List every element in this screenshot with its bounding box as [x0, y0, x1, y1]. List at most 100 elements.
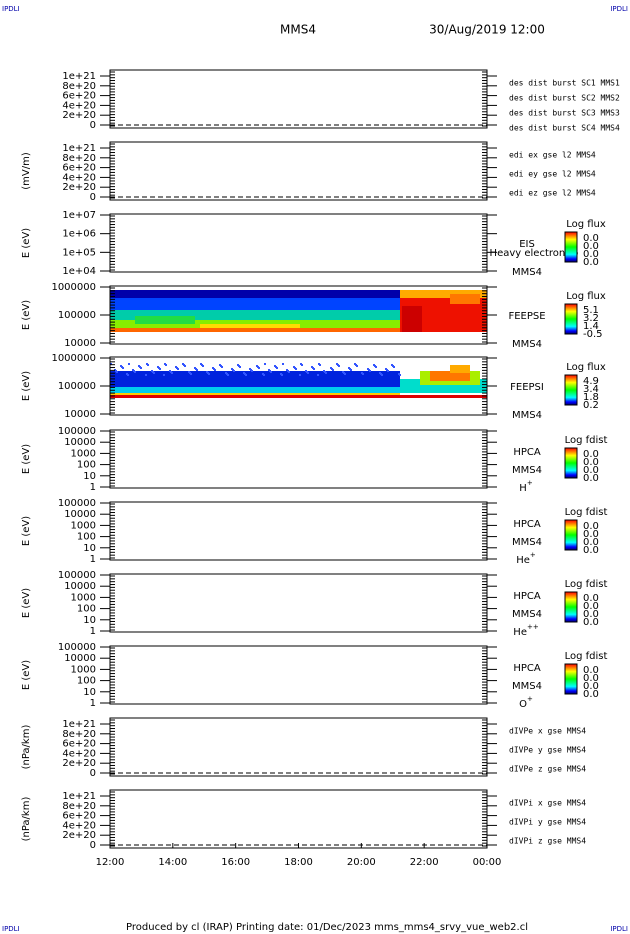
colorbar-title: Log fdist: [565, 651, 608, 662]
colorbar-label: 3.2: [583, 313, 599, 324]
spectrogram-speck: [280, 373, 282, 375]
colorbar: [564, 519, 578, 551]
spectrogram-speck: [120, 365, 122, 367]
spectrogram-speck: [318, 363, 320, 365]
y-tick-label: 1: [90, 554, 96, 565]
y-tick-label: 6e+20: [62, 163, 96, 174]
spectrogram-speck: [249, 368, 251, 370]
colorbar-label: 0.0: [583, 609, 599, 620]
panel-frame: [109, 645, 488, 705]
corner-label: IPDLI: [2, 5, 20, 13]
spectrogram-cell: [110, 395, 487, 398]
y-axis-label: E (eV): [21, 300, 32, 330]
colorbar-label: 0.0: [583, 529, 599, 540]
y-tick-label: 1e+21: [62, 143, 96, 154]
y-tick-label: 10: [83, 543, 96, 554]
spectrogram-speck: [200, 363, 202, 365]
spectrogram-speck: [146, 363, 148, 365]
species-base: O: [519, 699, 527, 710]
colorbar-label: 1.4: [583, 321, 599, 332]
spectrogram-cell: [110, 310, 400, 320]
y-tick-label: 1e+21: [62, 71, 96, 82]
y-tick-label: 1000: [71, 520, 96, 531]
spectrogram-speck: [169, 370, 171, 372]
spectrogram-speck: [110, 363, 112, 365]
colorbar-label: 0.0: [583, 257, 599, 268]
colorbar-title: Log fdist: [565, 507, 608, 518]
spectrogram-speck: [286, 369, 288, 371]
panel-frame: [109, 789, 488, 849]
colorbar-label: 0.0: [583, 689, 599, 700]
x-tick-label: 16:00: [221, 857, 250, 868]
y-axis-label: (nPa/km): [21, 797, 32, 842]
y-tick-label: 2e+20: [62, 182, 96, 193]
species-sup: +: [527, 695, 533, 703]
spectrogram-speck: [361, 372, 363, 374]
spectrogram-cell: [400, 290, 487, 298]
species-sup: +: [527, 479, 533, 487]
species-base: He: [513, 627, 527, 638]
x-tick-label: 20:00: [347, 857, 376, 868]
spectrogram-speck: [262, 373, 264, 375]
y-tick-label: 10000: [64, 437, 96, 448]
spectrogram-speck: [317, 374, 319, 376]
colorbar-label: 0.0: [583, 521, 599, 532]
y-tick-label: 8e+20: [62, 729, 96, 740]
panel-frame: [109, 717, 488, 777]
x-tick-label: 22:00: [410, 857, 439, 868]
corner-label: IPDLI: [610, 5, 628, 13]
colorbar-title: Log flux: [566, 219, 606, 230]
colorbar-label: 0.0: [583, 545, 599, 556]
y-tick-label: 8e+20: [62, 801, 96, 812]
species-label: He++: [513, 623, 539, 638]
colorbar: [564, 374, 578, 406]
spectrogram-cell: [110, 371, 400, 387]
spectrogram-speck: [163, 374, 165, 376]
panel-frame: [109, 213, 488, 273]
y-tick-label: 4e+20: [62, 172, 96, 183]
y-tick-label: 4e+20: [62, 820, 96, 831]
date: 30/Aug/2019 12:00: [429, 23, 545, 37]
colorbar-title: Log flux: [566, 291, 606, 302]
spectrogram-speck: [323, 370, 325, 372]
colorbar-label: 0.0: [583, 233, 599, 244]
colorbar-label: 1.8: [583, 392, 599, 403]
side-label: EIS: [519, 239, 535, 250]
y-axis-label: (mV/m): [21, 152, 32, 190]
x-tick-label: 12:00: [96, 857, 125, 868]
colorbar-label: 0.0: [583, 617, 599, 628]
spectrogram-speck: [128, 363, 130, 365]
colorbar-label: -0.5: [583, 329, 603, 340]
spectrogram-cell: [135, 316, 195, 324]
spectrogram-speck: [305, 370, 307, 372]
y-tick-label: 10000: [64, 509, 96, 520]
legend-entry: edi ez gse l2 MMS4: [509, 189, 596, 198]
y-tick-label: 1e+05: [62, 247, 96, 258]
y-tick-label: 100: [77, 532, 96, 543]
spectrogram-speck: [391, 364, 393, 366]
spectrogram-speck: [264, 363, 266, 365]
y-axis-label: E (eV): [21, 371, 32, 401]
spectrogram-speck: [398, 373, 400, 375]
legend-entry: edi ex gse l2 MMS4: [509, 151, 596, 160]
colorbar: [564, 663, 578, 695]
y-tick-label: 10: [83, 615, 96, 626]
spectrogram-speck: [330, 367, 332, 369]
colorbar-label: 0.0: [583, 537, 599, 548]
colorbar-label: 0.0: [583, 673, 599, 684]
spectrogram-speck: [212, 367, 214, 369]
y-axis-label: E (eV): [21, 588, 32, 618]
corner-label: IPDLI: [610, 925, 628, 933]
spectrogram-speck: [336, 363, 338, 365]
species-sup: +: [530, 551, 536, 559]
spectrogram-speck: [274, 365, 276, 367]
y-tick-label: 2e+20: [62, 758, 96, 769]
legend-entry: des dist burst SC4 MMS4: [509, 124, 620, 133]
legend-entry: dIVPi z gse MMS4: [509, 837, 586, 846]
legend-entry: des dist burst SC1 MMS1: [509, 79, 620, 88]
spectrogram-speck: [354, 363, 356, 365]
colorbar-title: Log fdist: [565, 435, 608, 446]
colorbar-label: 0.0: [583, 593, 599, 604]
y-tick-label: 0: [90, 768, 96, 779]
spectrogram-cell: [430, 371, 470, 381]
